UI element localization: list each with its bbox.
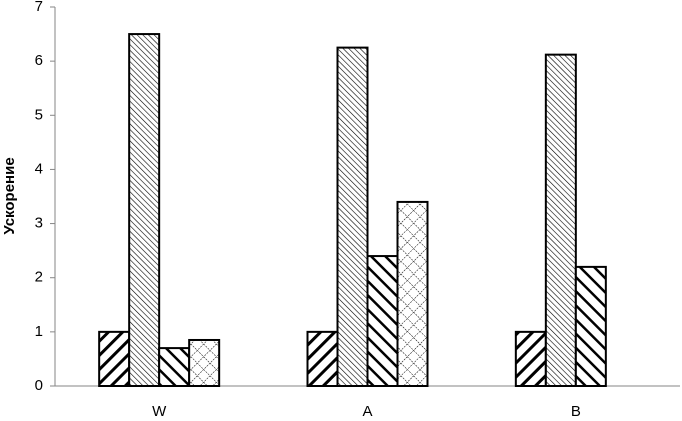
bar: [158, 347, 191, 388]
bar: [188, 338, 221, 388]
y-axis-label: Ускорение: [1, 157, 18, 234]
y-tick-label: 4: [35, 160, 43, 177]
y-tick-label: 2: [35, 269, 43, 286]
bar: [336, 46, 369, 387]
y-tick-label: 1: [35, 323, 43, 340]
bar: [128, 33, 161, 387]
bar: [366, 255, 399, 387]
y-tick-label: 0: [35, 377, 43, 394]
bar: [306, 330, 339, 388]
y-tick-label: 5: [35, 106, 43, 123]
y-tick-label: 7: [35, 0, 43, 15]
bar: [574, 265, 607, 387]
x-tick-label: B: [571, 403, 581, 420]
bar: [98, 330, 131, 388]
bar: [396, 200, 429, 387]
x-tick-label: A: [362, 403, 372, 420]
x-tick-label: W: [152, 403, 167, 420]
y-tick-label: 6: [35, 52, 43, 69]
bar: [514, 330, 547, 388]
bar: [544, 53, 577, 387]
y-tick-label: 3: [35, 215, 43, 232]
